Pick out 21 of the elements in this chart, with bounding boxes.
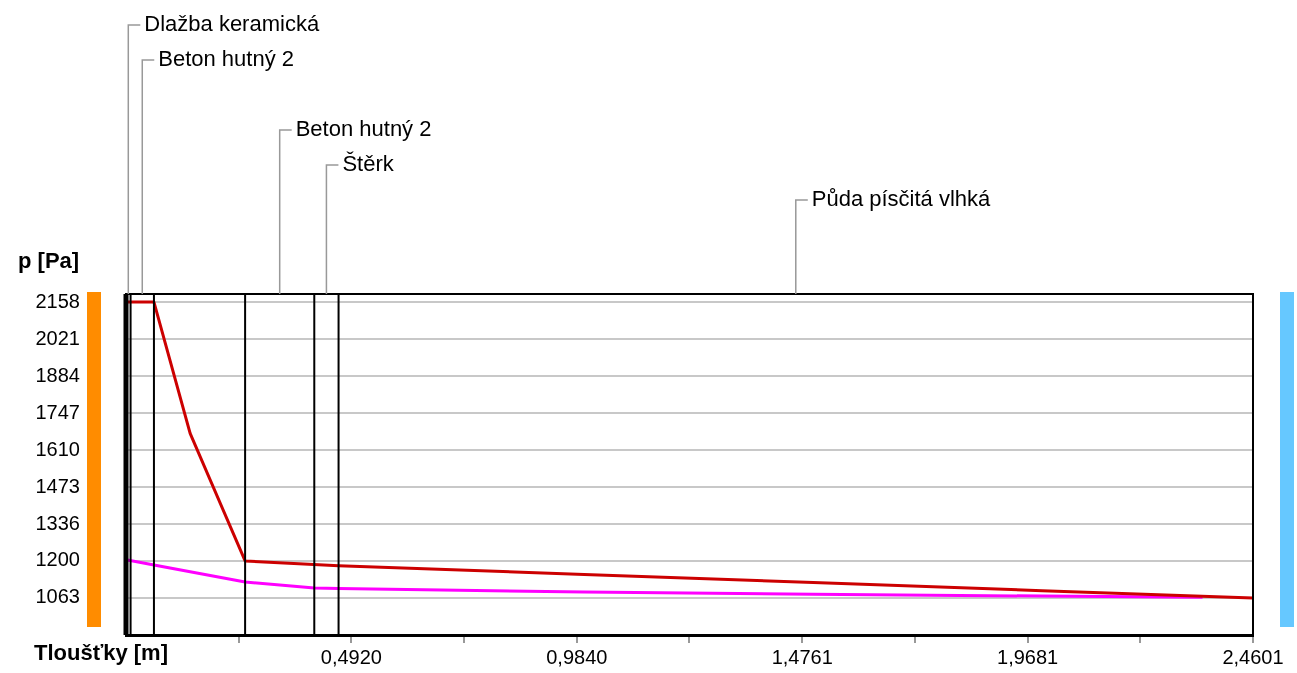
text: Štěrk bbox=[342, 151, 395, 177]
annotation: Dlažba keramická bbox=[144, 11, 320, 37]
x-axis-title: Tloušťky [m] bbox=[34, 640, 168, 666]
x-tick-label: 2,4601 bbox=[1222, 645, 1284, 668]
y-tick-label: 2021 bbox=[35, 326, 80, 349]
text: Půda písčitá vlhká bbox=[811, 186, 992, 212]
y-axis-title: p [Pa] bbox=[18, 248, 80, 274]
text: Beton hutný 2 bbox=[295, 116, 432, 142]
x-tick-label: 1,4761 bbox=[771, 645, 833, 668]
y-tick-label: 1473 bbox=[35, 474, 80, 497]
y-tick-label: 1063 bbox=[35, 585, 80, 608]
y-tick-label: 1336 bbox=[35, 511, 80, 534]
x-tick-label: 0,4920 bbox=[320, 645, 382, 668]
y-tick-label: 2158 bbox=[35, 289, 80, 312]
y-tick-label: 1747 bbox=[35, 400, 80, 423]
text: Beton hutný 2 bbox=[158, 46, 295, 72]
y-tick-label: 1610 bbox=[35, 437, 80, 460]
x-tick-label: 1,9681 bbox=[997, 645, 1059, 668]
x-tick-label: 0,9840 bbox=[546, 645, 608, 668]
y-tick-label: 1884 bbox=[35, 363, 80, 386]
y-tick-label: 1200 bbox=[35, 548, 80, 571]
